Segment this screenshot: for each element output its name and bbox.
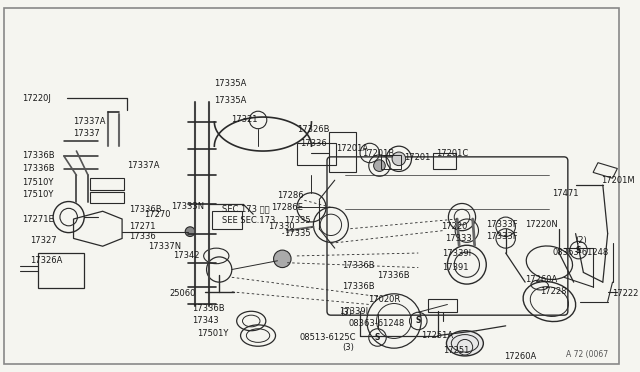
Bar	[428, 299, 457, 312]
Circle shape	[185, 227, 195, 237]
Bar	[381, 155, 401, 169]
Text: 17336B: 17336B	[192, 304, 225, 313]
Text: 17335: 17335	[284, 217, 311, 225]
Text: 17020R: 17020R	[368, 295, 400, 304]
Text: 17343: 17343	[192, 317, 219, 326]
Text: 17336B: 17336B	[378, 271, 410, 280]
Text: 17333F: 17333F	[486, 220, 518, 230]
Text: 17228: 17228	[540, 287, 566, 296]
Text: 17286E: 17286E	[271, 203, 303, 212]
Bar	[329, 132, 356, 172]
Text: 17321: 17321	[231, 115, 257, 125]
Text: 17342: 17342	[173, 251, 200, 260]
Text: 17337A: 17337A	[127, 161, 159, 170]
Text: 17220J: 17220J	[22, 94, 51, 103]
Text: (3): (3)	[342, 343, 355, 352]
Text: 17510Y: 17510Y	[22, 177, 53, 187]
Text: 17337: 17337	[74, 129, 100, 138]
Text: 17335: 17335	[284, 229, 311, 238]
Text: (2): (2)	[575, 236, 588, 245]
Text: 17335A: 17335A	[214, 78, 247, 87]
Text: 17471: 17471	[552, 189, 579, 198]
Text: 17286: 17286	[278, 191, 304, 200]
Text: SEE SEC.173: SEE SEC.173	[222, 217, 275, 225]
Text: 17222: 17222	[612, 289, 639, 298]
Bar	[212, 211, 241, 229]
Text: (3): (3)	[340, 308, 353, 317]
Bar	[90, 178, 124, 190]
Text: SEC.173 参照: SEC.173 参照	[222, 205, 269, 214]
Text: 17327: 17327	[30, 236, 56, 245]
Text: 17336: 17336	[129, 232, 156, 241]
Text: 08363-61248: 08363-61248	[348, 320, 404, 328]
Text: 17260A: 17260A	[504, 352, 536, 362]
Text: 17201B: 17201B	[362, 150, 394, 158]
Text: 17220N: 17220N	[525, 220, 558, 230]
Bar	[38, 253, 84, 288]
Text: 17220: 17220	[440, 222, 467, 231]
Bar	[433, 153, 456, 169]
Text: 17337N: 17337N	[148, 242, 181, 251]
Text: 17251A: 17251A	[421, 331, 453, 340]
Circle shape	[374, 160, 385, 171]
Text: 17336B: 17336B	[342, 282, 375, 292]
Text: 17333N: 17333N	[171, 202, 204, 211]
Text: S: S	[375, 333, 380, 342]
Text: S: S	[415, 317, 421, 326]
Text: 17336B: 17336B	[129, 205, 161, 214]
Text: 17333F: 17333F	[486, 232, 518, 241]
Text: 17201A: 17201A	[336, 144, 368, 153]
Text: 25060: 25060	[170, 289, 196, 298]
Text: 17336B: 17336B	[342, 261, 375, 270]
Text: 17333: 17333	[445, 234, 472, 243]
Text: 17337A: 17337A	[74, 118, 106, 126]
Text: 17339I: 17339I	[443, 248, 472, 257]
Text: A 72 (0067: A 72 (0067	[566, 350, 607, 359]
Text: 17271: 17271	[129, 222, 156, 231]
Text: 17336B: 17336B	[22, 164, 54, 173]
Text: 17339I: 17339I	[339, 307, 368, 316]
Circle shape	[392, 152, 406, 166]
Text: 17201: 17201	[404, 153, 430, 162]
Text: 08513-6125C: 08513-6125C	[300, 333, 356, 342]
Text: 17326A: 17326A	[30, 256, 62, 265]
Text: 17270: 17270	[145, 210, 171, 219]
Text: 17336: 17336	[300, 139, 326, 148]
Text: 17326B: 17326B	[297, 125, 330, 134]
Ellipse shape	[447, 331, 483, 356]
Text: 17510Y: 17510Y	[22, 190, 53, 199]
Circle shape	[273, 250, 291, 267]
Text: 17201M: 17201M	[601, 176, 634, 185]
Bar	[90, 192, 124, 203]
Text: 08363-61248: 08363-61248	[552, 247, 609, 257]
Text: 17336B: 17336B	[22, 151, 54, 160]
Text: S: S	[576, 246, 581, 254]
Text: 17330: 17330	[268, 222, 294, 231]
Text: 17201C: 17201C	[436, 150, 468, 158]
Text: 17251: 17251	[444, 346, 470, 355]
Text: 17391: 17391	[443, 263, 469, 272]
Text: 17271E: 17271E	[22, 215, 54, 224]
Text: 17335A: 17335A	[214, 96, 247, 105]
Bar	[297, 143, 336, 165]
Text: 17501Y: 17501Y	[197, 329, 228, 338]
Text: 17260A: 17260A	[525, 275, 557, 284]
